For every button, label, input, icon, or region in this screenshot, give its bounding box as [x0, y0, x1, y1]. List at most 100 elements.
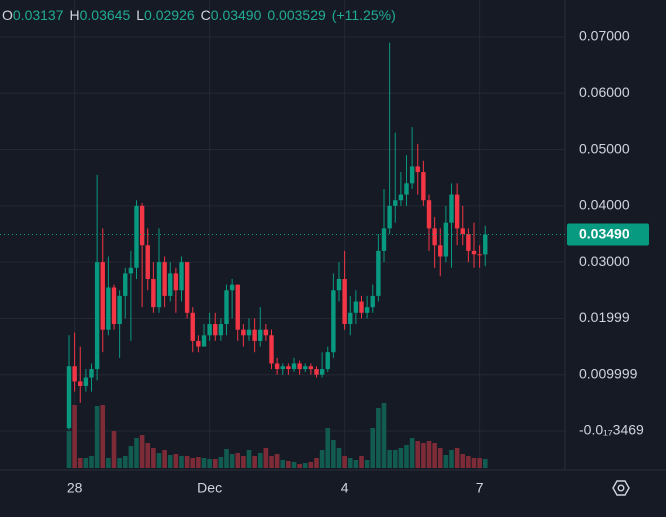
volume-bar: [319, 450, 325, 468]
candle-body: [106, 287, 111, 330]
candle-body: [207, 324, 212, 336]
volume-bar: [342, 456, 347, 468]
volume-bar: [139, 435, 145, 468]
candle-body: [218, 324, 224, 336]
close-label: C: [200, 7, 211, 23]
y-tick-label: -0.0₁₇3469: [579, 422, 644, 438]
volume-bar: [156, 453, 162, 468]
volume-bar: [359, 456, 364, 468]
x-tick-label: 4: [341, 480, 349, 496]
volume-bar: [190, 458, 196, 468]
volume-bar: [477, 458, 482, 468]
candle-body: [342, 279, 347, 325]
candle-body: [319, 369, 325, 375]
volume-bar: [437, 448, 443, 468]
candle-body: [387, 205, 392, 229]
candle-body: [308, 366, 314, 370]
volume-bar: [409, 438, 415, 468]
candle-body: [213, 324, 218, 336]
candle-body: [252, 329, 257, 341]
candle-body: [460, 228, 465, 234]
x-tick-label: Dec: [197, 480, 222, 496]
volume-bar: [134, 438, 139, 468]
volume-bar: [297, 464, 302, 468]
volume-bar: [443, 455, 449, 468]
settings-icon[interactable]: [612, 480, 630, 496]
low-value: 0.02926: [144, 7, 195, 23]
candle-body: [370, 295, 375, 308]
candle-body: [477, 254, 482, 256]
candle-body: [66, 366, 72, 429]
volume-bar: [257, 453, 263, 468]
volume-bar: [263, 448, 269, 468]
candle-body: [83, 377, 89, 386]
volume-bar: [460, 454, 466, 468]
candle-body: [303, 366, 308, 370]
volume-bar: [336, 448, 342, 468]
candle-body: [297, 363, 302, 370]
volume-bar: [184, 456, 190, 468]
candle-body: [359, 301, 364, 313]
candle-body: [184, 262, 190, 313]
y-tick-label: 0.07000: [579, 28, 630, 44]
y-tick-label: 0.04000: [579, 197, 630, 213]
volume-bar: [212, 459, 218, 468]
volume-bar: [370, 428, 376, 468]
open-value: 0.03137: [12, 7, 64, 23]
candle-body: [235, 284, 240, 330]
y-tick-label: 0.009999: [579, 365, 638, 381]
volume-bar: [347, 458, 353, 468]
candle-body: [364, 307, 370, 313]
volume-bar: [466, 456, 471, 468]
candle-body: [78, 381, 83, 386]
candle-body: [117, 295, 122, 325]
volume-bar: [218, 457, 224, 468]
last-price-box: [567, 223, 649, 246]
y-tick-label: 0.05000: [579, 140, 630, 156]
candle-body: [381, 228, 387, 251]
candle-body: [325, 352, 330, 370]
volume-bar: [117, 458, 122, 468]
candle-body: [134, 205, 139, 268]
volume-bar: [291, 462, 297, 468]
candle-body: [111, 287, 117, 325]
candle-body: [454, 194, 460, 229]
candle-body: [123, 273, 128, 296]
candle-body: [201, 335, 207, 347]
volume-bar: [387, 450, 392, 468]
volume-bar: [314, 458, 319, 468]
x-tick-label: 28: [67, 480, 83, 496]
high-value: 0.03645: [79, 7, 131, 23]
candle-body: [156, 262, 162, 308]
volume-bar: [246, 450, 252, 468]
volume-bar: [308, 462, 314, 468]
volume-bar: [207, 459, 212, 468]
volume-bar: [302, 463, 308, 468]
candle-body: [483, 234, 488, 255]
volume-bar: [229, 454, 235, 468]
candle-body: [398, 194, 404, 201]
volume-bar: [449, 450, 454, 468]
candle-body: [145, 245, 150, 280]
settings-dot: [617, 484, 625, 492]
volume-bar: [376, 408, 381, 468]
volume-bar: [432, 443, 437, 468]
y-tick-label: 0.03000: [579, 253, 630, 269]
volume-bar: [325, 428, 331, 468]
x-tick-label: 7: [476, 480, 484, 496]
volume-bar: [173, 454, 179, 468]
low-label: L: [136, 7, 145, 23]
volume-bar: [100, 405, 106, 468]
volume-bar: [286, 461, 291, 468]
candle-body: [404, 183, 409, 195]
volume-bar: [77, 458, 83, 468]
volume-bar: [111, 431, 117, 468]
volume-bar: [106, 458, 111, 468]
volume-bar: [167, 455, 173, 468]
candle-body: [274, 363, 280, 370]
change-value: 0.003529: [267, 7, 326, 23]
candle-body: [246, 329, 252, 336]
volume-bar: [252, 456, 257, 468]
candle-body: [438, 245, 443, 257]
